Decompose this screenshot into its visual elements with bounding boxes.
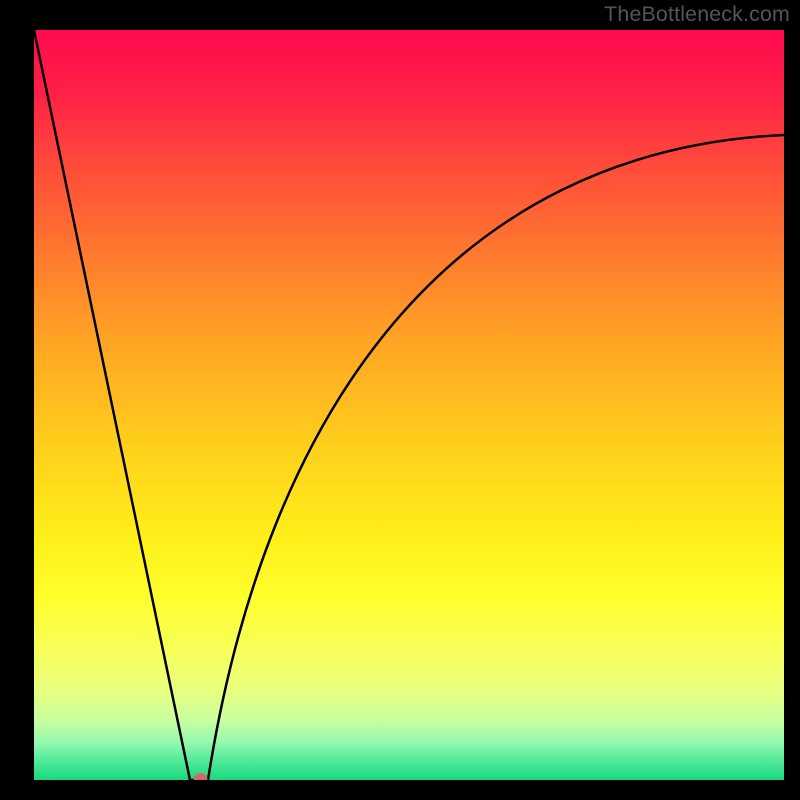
plot-area bbox=[34, 30, 784, 780]
watermark-text: TheBottleneck.com bbox=[604, 2, 790, 27]
chart-frame: TheBottleneck.com bbox=[0, 0, 800, 800]
bottleneck-curve-chart bbox=[34, 30, 784, 780]
gradient-background bbox=[34, 30, 784, 780]
